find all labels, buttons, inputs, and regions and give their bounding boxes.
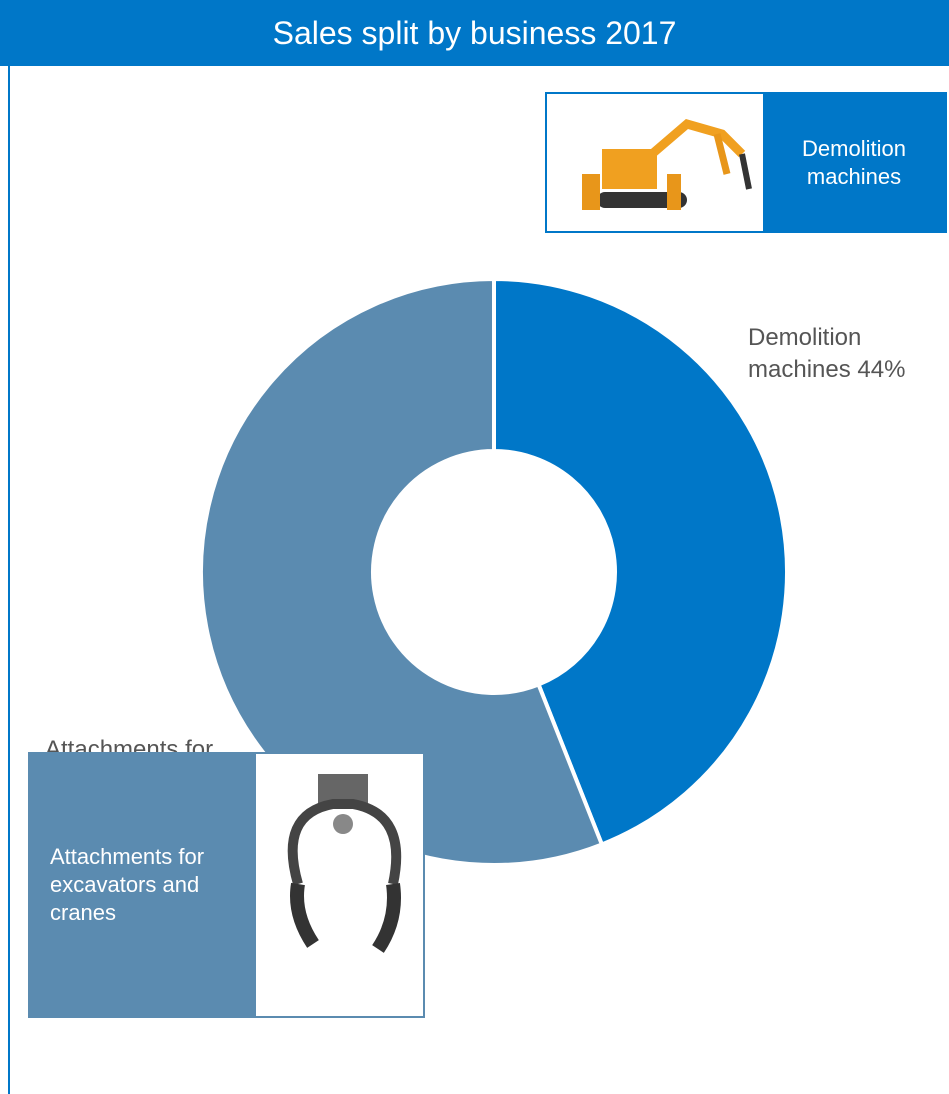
legend-panel: Attachments for excavators and cranes [30, 754, 256, 1016]
legend-label: Attachments for excavators and cranes [50, 844, 205, 925]
machine-image [582, 119, 752, 210]
data-label: Demolition machines 44% [748, 324, 906, 383]
legend-box: Attachments for excavators and cranes [28, 752, 425, 1018]
donut-slice [492, 276, 789, 848]
attachment-image [287, 774, 402, 953]
frame [8, 66, 10, 1094]
chart-title: Sales split by business 2017 [0, 0, 949, 66]
legend-box: Demolition machines [545, 92, 947, 233]
legend-panel: Demolition machines [763, 94, 945, 231]
legend-label: Demolition machines [802, 135, 906, 189]
